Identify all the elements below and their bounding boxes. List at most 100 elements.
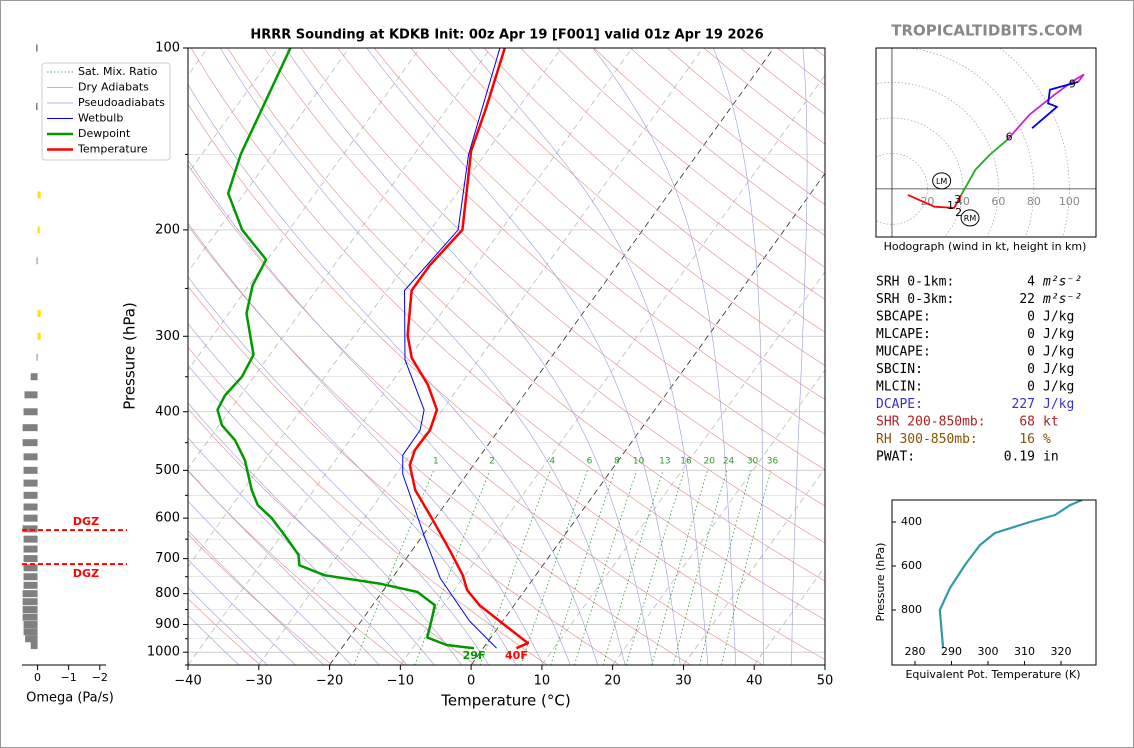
y-tick-label: 300 [155,329,180,344]
dry-adiabat [447,48,825,366]
mixing-ratio-line [574,470,638,665]
hodograph-height-label: 6 [1006,131,1013,144]
mixing-ratio-line [520,470,588,665]
dry-adiabat [188,285,620,665]
stat-value: 4 [1027,275,1035,290]
dry-adiabat [188,533,333,665]
profile-line [216,48,475,650]
omega-bar [23,466,38,474]
mixing-ratio-line [721,470,772,665]
stat-value: 0 [1027,380,1035,395]
x-tick-label: −30 [245,674,272,689]
isotherm [188,48,279,175]
omega-bar [37,226,40,234]
stat-label: SBCIN: [876,362,923,377]
stat-label: SHR 200-850mb: [876,415,986,430]
pseudoadiabat [468,48,709,665]
omega-bar [23,479,38,487]
mixing-ratio-label: 24 [723,457,735,467]
pseudoadiabat [188,437,408,665]
mixing-ratio-label: 10 [633,457,645,467]
stat-unit: kt [1043,415,1059,430]
dry-adiabat [264,48,825,544]
hodograph-height-label: 2 [955,206,962,219]
dry-adiabat [337,48,825,471]
omega-bar [30,373,38,381]
thetae-y-tick-label: 600 [901,559,922,572]
stat-value: 22 [1019,292,1035,307]
stat-label: DCAPE: [876,397,923,412]
stat-value: 0.19 [1004,450,1035,465]
omega-bar [23,581,38,589]
stat-unit: in [1043,450,1059,465]
y-tick-label: 800 [155,586,180,601]
mixing-ratio-line [602,470,664,665]
omega-x-tick-label: −2 [92,671,108,684]
y-tick-label: 600 [155,511,180,526]
pseudoadiabat [188,402,435,665]
storm-motion-marker [932,172,952,190]
omega-x-tick-label: −1 [61,671,77,684]
pseudoadiabat [188,159,571,665]
legend-label: Sat. Mix. Ratio [78,65,158,78]
stat-label: SRH 0-1km: [876,275,954,290]
stat-unit: J/kg [1043,380,1074,395]
omega-bar [23,628,38,636]
x-tick-label: −10 [387,674,414,689]
isotherm [188,48,421,371]
dry-adiabat [300,48,825,507]
hodograph-ring-label: 80 [1027,195,1041,208]
y-tick-label: 700 [155,551,180,566]
thetae-x-tick-label: 320 [1050,645,1071,658]
omega-bar [36,353,38,361]
dry-adiabat [188,346,548,665]
dgz-label: DGZ [73,567,99,580]
omega-bar [36,257,38,265]
thetae-y-label: Pressure (hPa) [874,543,887,622]
mixing-ratio-label: 2 [489,457,495,467]
x-tick-label: 40 [746,674,763,689]
stat-unit: m²s⁻² [1042,292,1082,307]
hodograph-height-label: 3 [954,193,961,206]
omega-bar [22,525,38,533]
y-axis-label: Pressure (hPa) [121,302,139,410]
stat-value: 0 [1027,362,1035,377]
y-tick-label: 1000 [147,645,180,660]
omega-bar [22,613,38,621]
hodograph-caption: Hodograph (wind in kt, height in km) [884,240,1087,253]
pseudoadiabat [713,48,764,665]
omega-bar [23,564,38,572]
thetae-frame [891,499,1097,666]
thetae-x-tick-label: 290 [941,645,962,658]
pseudoadiabat [188,364,462,665]
dry-adiabat [520,48,825,300]
omega-bar [22,598,38,606]
mixing-ratio-line [651,470,708,665]
y-tick-label: 900 [155,617,180,632]
y-tick-label: 400 [155,404,180,419]
legend-label: Wetbulb [78,112,123,125]
isotherm [400,74,825,665]
stat-label: SBCAPE: [876,310,931,325]
watermark: TROPICALTIDBITS.COM [891,22,1083,40]
stat-value: 227 [1012,397,1035,412]
pseudoadiabat [188,615,240,665]
hodograph-height-label: 9 [1069,78,1076,91]
mixing-ratio-label: 36 [767,457,779,467]
omega-bar [36,44,38,52]
omega-bar [36,103,38,111]
stat-unit: m²s⁻² [1042,275,1082,290]
thetae-x-label: Equivalent Pot. Temperature (K) [905,668,1080,681]
hodograph-trace [1031,81,1079,129]
mixing-ratio-label: 30 [747,457,759,467]
dry-adiabat [227,48,825,582]
omega-bar [37,309,41,317]
omega-bar [23,491,38,499]
surface-label: 40F [505,649,528,662]
pseudoadiabat [188,276,517,665]
dry-adiabat [373,48,825,435]
plot-frame [187,47,826,666]
omega-bar [23,545,38,553]
pseudoadiabat [285,48,653,665]
